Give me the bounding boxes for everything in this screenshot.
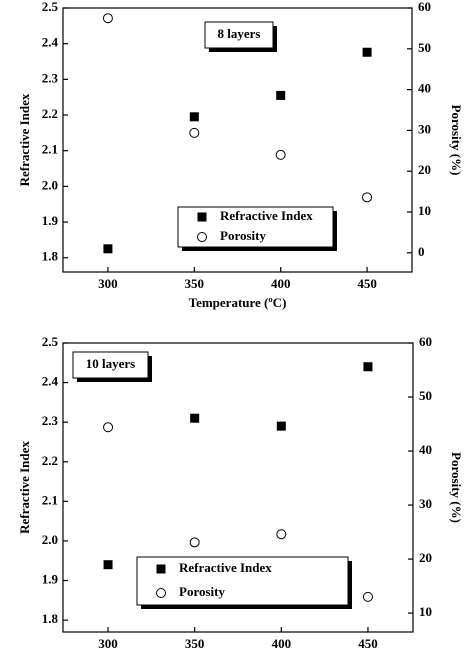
x-tick-label: 350: [185, 636, 205, 651]
legend-label: Porosity: [179, 584, 225, 599]
y2-tick-label: 30: [419, 496, 432, 511]
plot-frame: [62, 342, 414, 633]
marker: [276, 421, 286, 431]
y-tick-label: 2.5: [42, 334, 59, 349]
y-tick-label: 2.4: [42, 374, 59, 389]
legend-marker: [197, 232, 207, 242]
marker: [189, 112, 199, 122]
y2-tick-label: 20: [419, 550, 432, 565]
legend-marker: [156, 588, 166, 598]
y-tick-label: 2.0: [42, 532, 58, 547]
marker: [362, 192, 373, 203]
marker: [103, 244, 113, 254]
y2-axis-title: Porosity (%): [449, 452, 464, 523]
marker: [363, 362, 373, 372]
legend-label: Porosity: [220, 228, 266, 243]
x-tick-label: 400: [272, 636, 292, 651]
y2-tick-label: 40: [419, 442, 432, 457]
y-tick-label: 2.4: [42, 35, 59, 50]
marker: [275, 149, 286, 160]
x-tick-label: 450: [357, 276, 377, 291]
legend-marker: [156, 564, 166, 574]
y-tick-label: 1.8: [42, 611, 59, 626]
y2-tick-label: 50: [419, 388, 432, 403]
y2-tick-label: 30: [418, 121, 431, 136]
y-tick-label: 1.9: [42, 213, 59, 228]
legend-marker: [197, 212, 207, 222]
y2-tick-label: 60: [419, 334, 432, 349]
marker: [102, 13, 113, 24]
y2-tick-label: 60: [418, 0, 431, 14]
y-axis-title: Refractive Index: [17, 93, 32, 186]
plot-frame: [62, 7, 413, 273]
y-tick-label: 2.3: [42, 70, 59, 85]
y-tick-label: 2.2: [42, 106, 58, 121]
marker: [190, 413, 200, 423]
marker: [276, 529, 287, 540]
x-tick-label: 400: [271, 276, 291, 291]
x-axis-title: Temperature (ºC): [189, 655, 287, 657]
marker: [189, 127, 200, 138]
annotation-box: [204, 21, 274, 49]
marker: [103, 560, 113, 570]
marker: [362, 47, 372, 57]
y2-tick-label: 10: [418, 203, 431, 218]
y-axis-title: Refractive Index: [17, 441, 32, 534]
legend-label: Refractive Index: [179, 560, 272, 575]
annotation: 10 layers: [86, 356, 135, 371]
y-tick-label: 2.3: [42, 413, 59, 428]
legend-box: [136, 556, 349, 606]
x-tick-label: 350: [185, 276, 205, 291]
x-tick-label: 300: [98, 636, 118, 651]
marker: [103, 422, 114, 433]
y2-axis-title: Porosity (%): [449, 105, 464, 176]
y-tick-label: 1.9: [42, 572, 59, 587]
legend-label: Refractive Index: [220, 208, 313, 223]
marker: [276, 90, 286, 100]
y2-tick-label: 50: [418, 40, 431, 55]
marker: [362, 591, 373, 602]
x-axis-title: Temperature (ºC): [189, 295, 287, 310]
annotation-box: [72, 351, 149, 379]
y-tick-label: 2.0: [42, 177, 58, 192]
y-tick-label: 2.1: [42, 142, 58, 157]
y-tick-label: 1.8: [42, 249, 59, 264]
y2-tick-label: 0: [418, 244, 425, 259]
marker: [189, 537, 200, 548]
y-tick-label: 2.5: [42, 0, 59, 14]
annotation: 8 layers: [218, 26, 261, 41]
y-tick-label: 2.1: [42, 492, 58, 507]
y2-tick-label: 40: [418, 81, 431, 96]
y-tick-label: 2.2: [42, 453, 58, 468]
x-tick-label: 450: [358, 636, 378, 651]
y2-tick-label: 10: [419, 604, 432, 619]
y2-tick-label: 20: [418, 162, 431, 177]
x-tick-label: 300: [98, 276, 118, 291]
